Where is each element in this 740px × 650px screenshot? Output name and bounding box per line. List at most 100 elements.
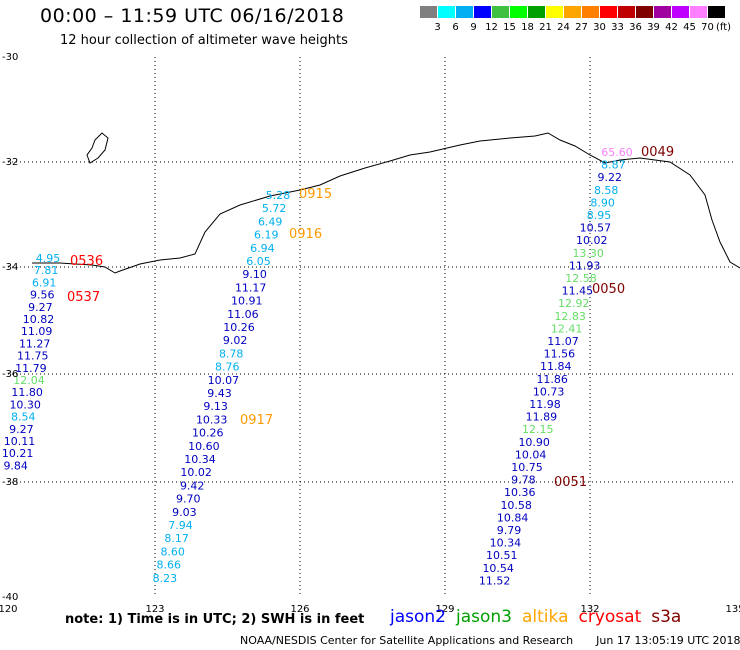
wave-height-value: 10.54 [482, 562, 514, 575]
wave-height-value: 10.90 [518, 436, 550, 449]
wave-height-value: 8.54 [11, 411, 36, 424]
wave-height-value: 11.93 [569, 259, 601, 272]
wave-height-value: 8.17 [164, 532, 189, 545]
lat-label: -40 [2, 592, 18, 603]
wave-height-value: 10.51 [486, 549, 518, 562]
satellite-legend: jason2 jason3 altika cryosat s3a [390, 607, 691, 627]
wave-height-value: 6.94 [250, 242, 275, 255]
wave-height-value: 11.56 [544, 348, 576, 361]
altimeter-tracks: 4.957.816.919.569.2710.8211.0911.2711.75… [2, 145, 674, 587]
wave-height-value: 10.75 [511, 461, 543, 474]
scale-label: 27 [575, 22, 588, 33]
wave-height-value: 8.87 [601, 159, 626, 172]
scale-label: 39 [647, 22, 660, 33]
wave-height-value: 9.10 [242, 268, 267, 281]
lat-label: -38 [2, 477, 18, 488]
legend-s3a: s3a [651, 607, 682, 627]
wave-height-value: 12.92 [558, 297, 590, 310]
pass-time-label: 0917 [240, 413, 273, 428]
wave-height-value: 12.58 [565, 272, 597, 285]
wave-height-value: 11.84 [540, 360, 572, 373]
scale-label: 36 [629, 22, 642, 33]
wave-height-value: 10.91 [231, 295, 263, 308]
scale-swatch [636, 6, 653, 18]
wave-height-value: 10.34 [184, 453, 216, 466]
scale-label: 42 [665, 22, 678, 33]
scale-swatch [672, 6, 689, 18]
wave-height-value: 11.75 [17, 350, 49, 363]
scale-swatch [600, 6, 617, 18]
wave-height-value: 10.11 [4, 435, 36, 448]
lon-label: 126 [290, 604, 309, 615]
footer-timestamp: Jun 17 13:05:19 UTC 2018 [596, 634, 740, 647]
wave-height-value: 10.36 [504, 486, 536, 499]
lat-label: -34 [2, 262, 18, 273]
wave-height-value: 10.33 [196, 413, 228, 426]
wave-height-value: 11.52 [479, 574, 511, 587]
lat-label: -32 [2, 157, 18, 168]
lon-label: 132 [580, 604, 599, 615]
scale-swatch [510, 6, 527, 18]
pass-time-label: 0050 [592, 282, 625, 297]
wave-height-value: 9.02 [223, 334, 248, 347]
wave-height-value: 11.79 [15, 362, 47, 375]
wave-height-value: 11.06 [227, 308, 259, 321]
coastline [32, 132, 740, 274]
wave-height-value: 9.79 [497, 524, 522, 537]
wave-height-value: 4.95 [36, 252, 61, 265]
scale-label: 30 [593, 22, 606, 33]
wave-height-value: 9.43 [207, 387, 232, 400]
wave-height-value: 10.21 [2, 447, 34, 460]
wave-height-value: 10.82 [23, 313, 55, 326]
wave-height-value: 8.58 [594, 184, 619, 197]
wave-height-value: 9.42 [180, 479, 205, 492]
scale-label: 3 [434, 22, 441, 33]
wave-height-value: 9.03 [172, 506, 197, 519]
wave-height-value: 9.56 [30, 289, 55, 302]
lon-label: 135 [725, 604, 740, 615]
wave-height-value: 10.26 [223, 321, 255, 334]
wave-height-value: 11.07 [547, 335, 579, 348]
wave-height-value: 13.30 [572, 247, 604, 260]
pass-time-label: 0915 [299, 187, 332, 202]
scale-swatch [546, 6, 563, 18]
note-text: note: 1) Time is in UTC; 2) SWH is in fe… [65, 612, 365, 627]
scale-label: 33 [611, 22, 624, 33]
wave-height-value: 10.34 [490, 537, 522, 550]
legend-jason2: jason2 [390, 607, 446, 627]
pass-time-label: 0051 [554, 475, 587, 490]
scale-label: 6 [452, 22, 459, 33]
wave-height-value: 11.45 [562, 285, 594, 298]
scale-label: 21 [539, 22, 552, 33]
scale-label: 12 [485, 22, 498, 33]
wave-height-value: 8.66 [157, 559, 182, 572]
legend-jason3: jason3 [456, 607, 512, 627]
pass-time-label: 0049 [641, 145, 674, 160]
pass-time-label: 0536 [70, 254, 103, 269]
wave-height-value: 10.02 [180, 466, 212, 479]
wave-height-value: 9.13 [203, 400, 228, 413]
scale-swatch [618, 6, 635, 18]
wave-height-value: 5.72 [262, 202, 287, 215]
wave-height-value: 8.23 [153, 572, 178, 585]
scale-swatch [690, 6, 707, 18]
wave-height-value: 5.28 [266, 189, 291, 202]
legend-cryosat: cryosat [578, 607, 642, 627]
wave-height-value: 8.60 [160, 545, 185, 558]
scale-label: 15 [503, 22, 516, 33]
scale-label: 9 [470, 22, 477, 33]
wave-height-value: 10.02 [576, 234, 608, 247]
scale-label: 70 [701, 22, 714, 33]
scale-swatch [438, 6, 455, 18]
graticule [8, 57, 735, 597]
wave-height-value: 12.41 [551, 322, 583, 335]
wave-height-value: 10.04 [515, 448, 547, 461]
scale-swatch [654, 6, 671, 18]
wave-height-value: 7.94 [168, 519, 193, 532]
wave-height-value: 8.78 [219, 347, 244, 360]
wave-height-value: 10.26 [192, 427, 224, 440]
wave-height-value: 12.15 [522, 423, 554, 436]
footer-credit: NOAA/NESDIS Center for Satellite Applica… [240, 634, 574, 647]
wave-height-value: 8.90 [590, 196, 615, 209]
